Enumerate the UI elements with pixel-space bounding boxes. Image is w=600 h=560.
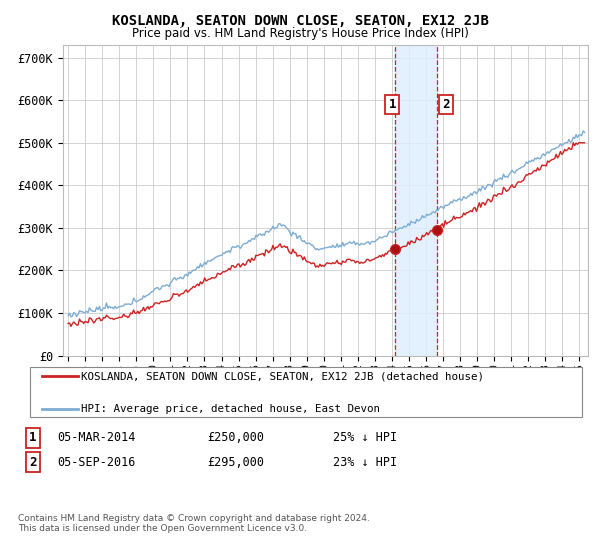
Text: 05-MAR-2014: 05-MAR-2014 xyxy=(57,431,136,445)
Text: 25% ↓ HPI: 25% ↓ HPI xyxy=(333,431,397,445)
Text: KOSLANDA, SEATON DOWN CLOSE, SEATON, EX12 2JB: KOSLANDA, SEATON DOWN CLOSE, SEATON, EX1… xyxy=(112,14,488,28)
Text: 1: 1 xyxy=(389,98,396,111)
Text: 05-SEP-2016: 05-SEP-2016 xyxy=(57,455,136,469)
Text: 1: 1 xyxy=(29,431,37,445)
Text: HPI: Average price, detached house, East Devon: HPI: Average price, detached house, East… xyxy=(81,404,380,414)
Text: 23% ↓ HPI: 23% ↓ HPI xyxy=(333,455,397,469)
Text: £295,000: £295,000 xyxy=(207,455,264,469)
Text: 2: 2 xyxy=(442,98,450,111)
Text: KOSLANDA, SEATON DOWN CLOSE, SEATON, EX12 2JB (detached house): KOSLANDA, SEATON DOWN CLOSE, SEATON, EX1… xyxy=(81,371,484,381)
Text: Contains HM Land Registry data © Crown copyright and database right 2024.
This d: Contains HM Land Registry data © Crown c… xyxy=(18,514,370,533)
Text: 2: 2 xyxy=(29,455,37,469)
Text: Price paid vs. HM Land Registry's House Price Index (HPI): Price paid vs. HM Land Registry's House … xyxy=(131,27,469,40)
Text: £250,000: £250,000 xyxy=(207,431,264,445)
Bar xyxy=(395,45,437,356)
